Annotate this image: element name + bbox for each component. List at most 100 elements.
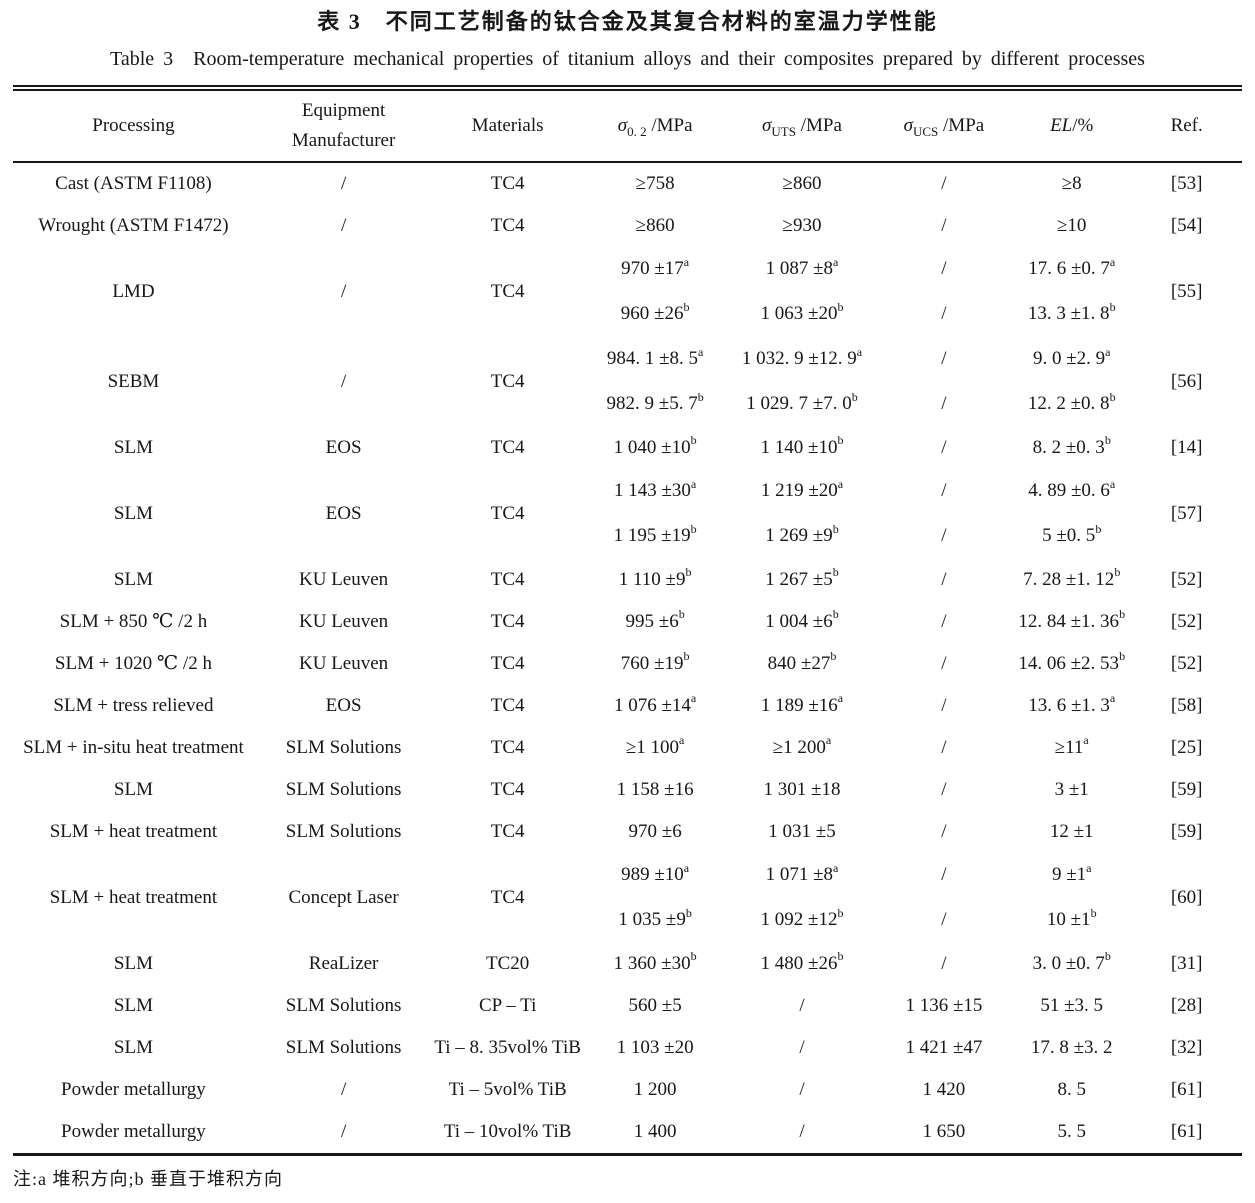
processing-cell: SLM — [113, 994, 153, 1016]
direction-note-superscript: b — [690, 521, 697, 536]
direction-note-superscript: a — [690, 476, 697, 491]
col-header-processing: Processing — [13, 87, 254, 163]
equipment-cell: SLM Solutions — [285, 994, 402, 1016]
col-header-equipment-manufacturer: Equipment Manufacturer — [253, 87, 434, 163]
processing-cell: SLM + 1020 ℃ /2 h — [54, 653, 212, 674]
sigma02-cell: 1 103 ±20 — [616, 1036, 694, 1058]
direction-note-superscript: a — [837, 691, 844, 706]
uts-cell: 1 480 ±26b — [760, 949, 844, 974]
table-row: SLM + in-situ heat treatment SLM Solution… — [13, 727, 1242, 769]
ucs-cell: / — [941, 694, 947, 716]
ref-cell: [56] — [1170, 370, 1203, 392]
direction-note-superscript: b — [837, 433, 844, 448]
ucs-cell: / — [941, 864, 947, 885]
table-row: SLM + 850 ℃ /2 h KU Leuven TC4 995 ±6b 1 004… — [13, 601, 1242, 643]
direction-note-superscript: b — [683, 649, 690, 664]
sigma02-cell: 1 360 ±30b — [613, 949, 697, 974]
el-cell: ≥11a — [1054, 733, 1089, 758]
el-cell: 17. 8 ±3. 2 — [1030, 1036, 1113, 1058]
table-row: SLM SLM Solutions TC4 1 158 ±16 1 301 ±18 / 3 … — [13, 769, 1242, 811]
sigma02-cell: ≥860 — [635, 214, 675, 236]
processing-cell: Wrought (ASTM F1472) — [38, 214, 229, 236]
sigma02-cell: 995 ±6b — [625, 607, 685, 632]
col-header-sigma02: σ0. 2 /MPa — [582, 87, 729, 163]
direction-note-superscript: b — [1119, 649, 1126, 664]
ucs-cell: 1 421 ±47 — [905, 1036, 983, 1058]
materials-cell: Ti – 10vol% TiB — [443, 1120, 572, 1142]
ref-cell: [61] — [1170, 1120, 1203, 1142]
ucs-cell: 1 420 — [922, 1078, 966, 1100]
ucs-cell: / — [941, 736, 947, 758]
sigma02-cell: 1 035 ±9b — [618, 905, 692, 930]
ref-cell: [59] — [1170, 820, 1203, 842]
direction-note-superscript: b — [830, 649, 837, 664]
table-row: SLM + 1020 ℃ /2 h KU Leuven TC4 760 ±19b 840… — [13, 643, 1242, 685]
equipment-cell: KU Leuven — [299, 568, 389, 590]
direction-note-superscript: b — [1104, 949, 1111, 964]
materials-cell: TC4 — [490, 694, 525, 716]
ref-cell: [53] — [1170, 172, 1203, 194]
sigma02-cell: 1 158 ±16 — [616, 778, 694, 800]
ucs-cell: / — [941, 525, 947, 546]
direction-note-superscript: b — [837, 949, 844, 964]
el-cell: 3. 0 ±0. 7b — [1032, 949, 1111, 974]
ref-cell: [54] — [1170, 214, 1203, 236]
ucs-cell: / — [941, 303, 947, 324]
ucs-cell: / — [941, 652, 947, 674]
direction-note-superscript: b — [1104, 433, 1111, 448]
direction-note-superscript: a — [683, 860, 690, 875]
table-title-chinese: 表 3 不同工艺制备的钛合金及其复合材料的室温力学性能 — [317, 9, 938, 34]
col-header-ucs: σUCS /MPa — [875, 87, 1013, 163]
materials-cell: TC4 — [490, 652, 525, 674]
table-row: SLM EOS TC4 1 143 ±30a 1 219 ±20a / 4. 89 ±0. … — [13, 469, 1242, 524]
sigma02-cell: 984. 1 ±8. 5a — [606, 344, 704, 369]
table-row: SLM ReaLizer TC20 1 360 ±30b 1 480 ±26b / 3. 0… — [13, 943, 1242, 985]
materials-cell: Ti – 8. 35vol% TiB — [434, 1036, 581, 1058]
el-cell: 4. 89 ±0. 6a — [1028, 476, 1116, 501]
header-row: Processing Equipment Manufacturer Materi… — [13, 87, 1242, 163]
table-row: SLM SLM Solutions Ti – 8. 35vol% TiB 1 103 … — [13, 1027, 1242, 1069]
ref-cell: [52] — [1170, 610, 1203, 632]
direction-note-superscript: a — [833, 860, 839, 875]
direction-note-superscript: a — [679, 733, 685, 748]
direction-note-superscript: b — [832, 521, 839, 536]
equipment-cell: SLM Solutions — [285, 736, 402, 758]
table-header: Processing Equipment Manufacturer Materi… — [13, 87, 1242, 163]
equipment-cell: SLM Solutions — [285, 778, 402, 800]
ref-cell: [61] — [1170, 1078, 1203, 1100]
ucs-cell: / — [941, 172, 947, 194]
equipment-header-line2: Manufacturer — [291, 129, 396, 151]
el-cell: 10 ±1b — [1046, 905, 1097, 930]
direction-note-superscript: a — [1109, 691, 1116, 706]
direction-note-superscript: b — [1109, 299, 1116, 314]
ref-cell: [25] — [1170, 736, 1203, 758]
el-cell: 12. 2 ±0. 8b — [1027, 389, 1116, 414]
sigma02-cell: 760 ±19b — [620, 649, 690, 674]
direction-note-superscript: a — [1109, 476, 1116, 491]
uts-unit: /MPa — [795, 114, 842, 136]
equipment-cell: Concept Laser — [288, 886, 399, 908]
ucs-cell: / — [941, 610, 947, 632]
uts-cell: ≥860 — [782, 172, 822, 194]
materials-cell: TC4 — [490, 820, 525, 842]
processing-cell: SLM + heat treatment — [49, 886, 218, 908]
processing-cell: SLM + tress relieved — [53, 694, 214, 716]
direction-note-superscript: b — [837, 299, 844, 314]
direction-note-superscript: b — [678, 607, 685, 622]
direction-note-superscript: b — [832, 565, 839, 580]
ref-cell: [58] — [1170, 694, 1203, 716]
table-row: Cast (ASTM F1108) / TC4 ≥758 ≥860 / ≥8 [53] — [13, 162, 1242, 205]
direction-note-superscript: a — [833, 254, 839, 269]
direction-note-superscript: b — [685, 905, 692, 920]
ref-cell: [52] — [1170, 652, 1203, 674]
table-row: 1 035 ±9b 1 092 ±12b / 10 ±1b — [13, 898, 1242, 943]
sigma02-cell: 982. 9 ±5. 7b — [606, 389, 704, 414]
uts-cell: 1 267 ±5b — [765, 565, 839, 590]
uts-cell: 1 031 ±5 — [768, 820, 836, 842]
col-header-uts: σUTS /MPa — [728, 87, 876, 163]
direction-note-superscript: a — [1105, 344, 1111, 359]
processing-cell: Powder metallurgy — [61, 1120, 206, 1142]
processing-cell: SLM — [113, 568, 153, 590]
el-cell: 9 ±1a — [1051, 860, 1092, 885]
